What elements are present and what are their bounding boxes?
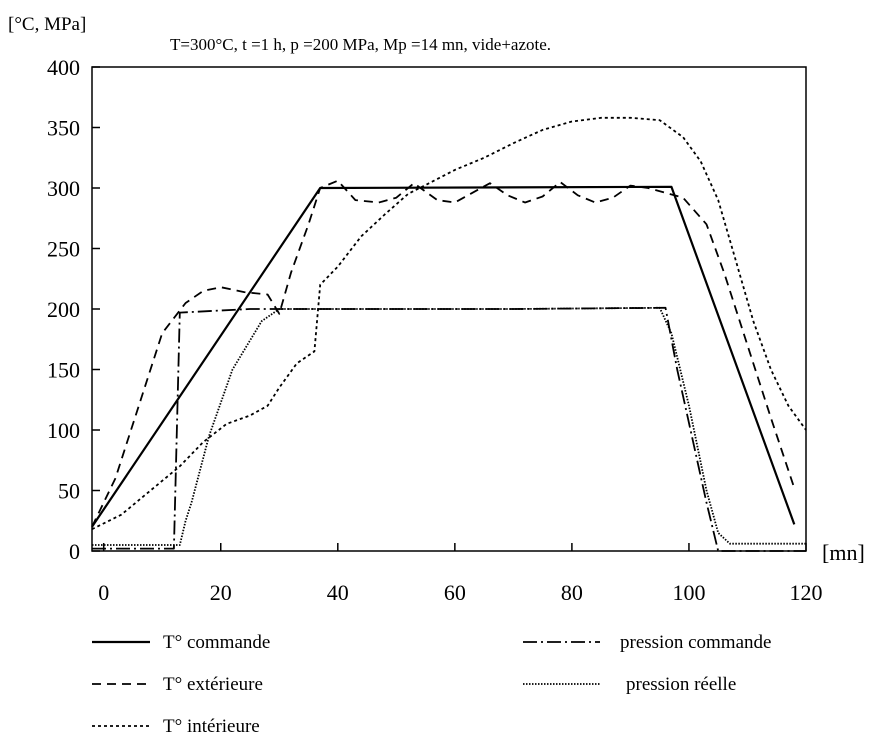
legend-label-1: T° commande xyxy=(163,632,270,653)
y-axis: 0 50 100 150 200 250 300 350 400 xyxy=(47,55,100,564)
y-tick-label: 300 xyxy=(47,176,80,201)
legend-label-2: T° extérieure xyxy=(163,674,263,695)
series-lines xyxy=(91,116,807,552)
y-tick-label: 0 xyxy=(69,539,80,564)
legend-label-4: pression commande xyxy=(620,632,771,653)
x-tick-label: 20 xyxy=(210,580,232,605)
series-line-3 xyxy=(91,116,807,531)
y-tick-label: 350 xyxy=(47,116,80,141)
x-tick-label: 100 xyxy=(672,580,705,605)
chart-title: T=300°C, t =1 h, p =200 MPa, Mp =14 mn, … xyxy=(170,35,551,54)
y-tick-label: 250 xyxy=(47,237,80,262)
x-tick-label: 0 xyxy=(98,580,109,605)
legend-label-3: T° intérieure xyxy=(163,716,260,737)
x-axis: 0 20 40 60 80 100 120 xyxy=(98,543,823,605)
y-tick-label: 50 xyxy=(58,479,80,504)
series-line-1 xyxy=(91,185,796,528)
y-tick-label: 100 xyxy=(47,418,80,443)
series-line-2 xyxy=(91,179,796,528)
series-line-5 xyxy=(92,306,806,546)
y-tick-label: 200 xyxy=(47,297,80,322)
x-tick-label: 60 xyxy=(444,580,466,605)
series-line-4 xyxy=(92,306,806,552)
legend-label-5: pression réelle xyxy=(626,674,736,695)
y-tick-label: 150 xyxy=(47,358,80,383)
x-tick-label: 120 xyxy=(790,580,823,605)
x-tick-label: 40 xyxy=(327,580,349,605)
y-tick-label: 400 xyxy=(47,55,80,80)
x-tick-label: 80 xyxy=(561,580,583,605)
legend: T° commande T° extérieure T° intérieure pre… xyxy=(92,632,771,737)
x-axis-label: [mn] xyxy=(822,540,865,565)
y-axis-label: [°C, MPa] xyxy=(8,14,86,35)
